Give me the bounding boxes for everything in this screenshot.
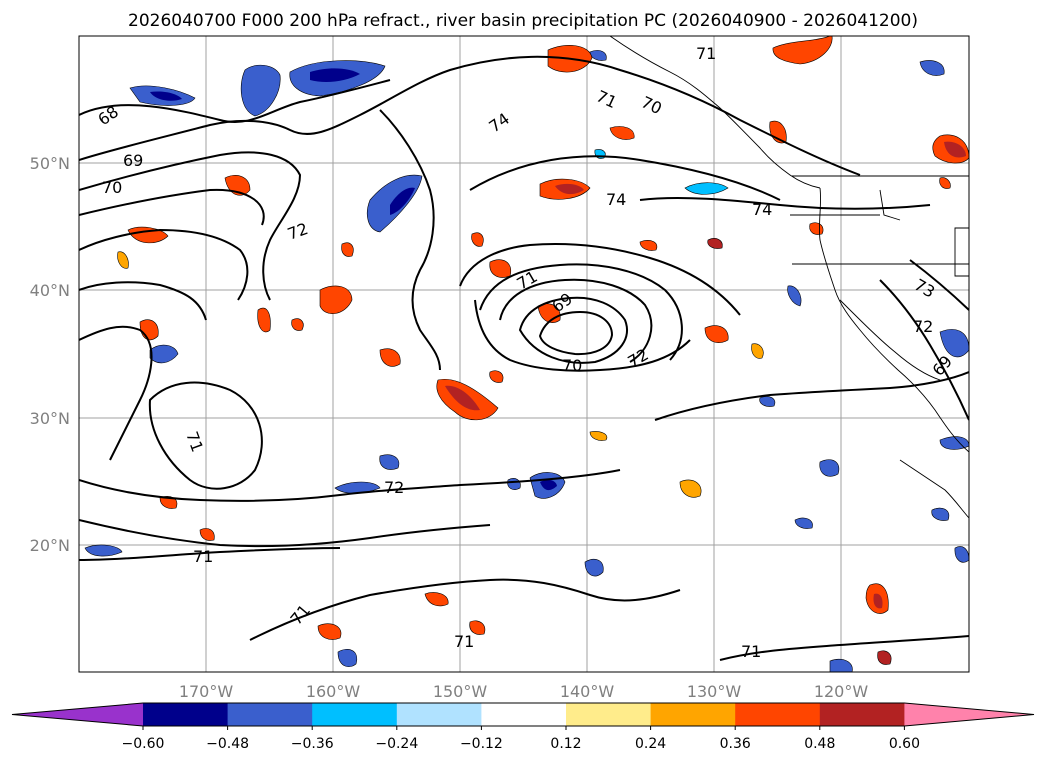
lat-label: 30°N <box>30 409 70 428</box>
colorbar-tick-label: 0.36 <box>720 736 751 752</box>
colorbar-tick-label: 0.12 <box>550 736 581 752</box>
colorbar-segment <box>227 703 313 726</box>
colorbar-segment <box>566 703 652 726</box>
colorbar-segment <box>650 703 736 726</box>
precip-shading <box>84 36 969 672</box>
contour-label: 71 <box>696 44 716 63</box>
contour-label: 74 <box>752 200 772 219</box>
lat-label: 50°N <box>30 154 70 173</box>
colorbar-extend-high <box>904 703 1034 726</box>
latitude-labels: 50°N 40°N 30°N 20°N <box>30 154 70 555</box>
colorbar-tick-label: −0.60 <box>122 736 165 752</box>
colorbar-segment <box>481 703 567 726</box>
map-panel <box>79 36 969 672</box>
colorbar-tick-label: 0.48 <box>804 736 835 752</box>
colorbar-segment <box>143 703 229 726</box>
contour-label: 71 <box>454 632 474 651</box>
lon-label: 140°W <box>560 682 615 701</box>
colorbar-segment <box>819 703 905 726</box>
contour-label: 70 <box>562 356 582 375</box>
map-frame <box>78 35 970 673</box>
contour-label: 72 <box>384 478 404 497</box>
lon-label: 150°W <box>433 682 488 701</box>
contour-label: 69 <box>123 151 143 170</box>
colorbar-segment <box>396 703 482 726</box>
lon-label: 120°W <box>814 682 869 701</box>
contour-label: 74 <box>606 190 626 209</box>
colorbar-tick-label: −0.24 <box>375 736 418 752</box>
lon-label: 170°W <box>179 682 234 701</box>
refractivity-contours <box>79 55 969 661</box>
colorbar-tick-label: −0.48 <box>206 736 249 752</box>
contour-label: 71 <box>741 642 761 661</box>
contour-label: 71 <box>193 547 213 566</box>
colorbar-tick-label: 0.24 <box>635 736 666 752</box>
colorbar-tick-label: −0.36 <box>291 736 334 752</box>
colorbar-segment <box>312 703 398 726</box>
chart-title: 2026040700 F000 200 hPa refract., river … <box>128 11 918 31</box>
lon-label: 130°W <box>687 682 742 701</box>
lat-label: 40°N <box>30 281 70 300</box>
contour-label: 70 <box>102 178 122 197</box>
colorbar-segment <box>735 703 821 726</box>
lat-label: 20°N <box>30 536 70 555</box>
colorbar: −0.60 −0.48 −0.36 −0.24 −0.12 0.12 0.24 0.36 0.4… <box>11 702 1035 752</box>
colorbar-tick-label: −0.12 <box>460 736 503 752</box>
colorbar-extend-low <box>12 703 143 726</box>
contour-label: 72 <box>913 317 933 336</box>
coastlines <box>609 36 969 519</box>
graticule <box>79 36 969 672</box>
colorbar-tick-label: 0.60 <box>889 736 920 752</box>
lon-label: 160°W <box>306 682 361 701</box>
longitude-labels: 170°W 160°W 150°W 140°W 130°W 120°W <box>179 682 869 701</box>
